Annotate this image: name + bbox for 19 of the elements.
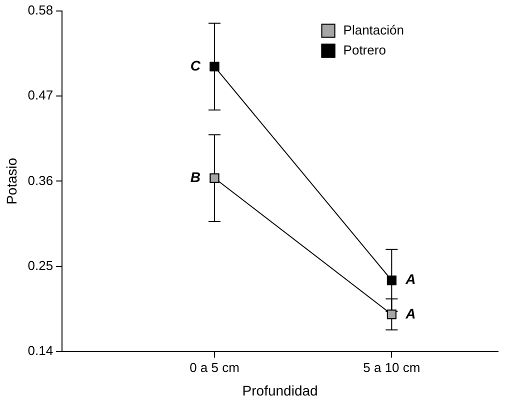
point (386, 276, 396, 286)
annotation: B (190, 168, 200, 185)
y-tick-label: 0.25 (28, 258, 54, 273)
y-tick-label: 0.14 (28, 343, 54, 358)
annotation: A (404, 271, 416, 288)
point (386, 310, 396, 320)
annotation: C (190, 57, 202, 74)
y-tick-label: 0.47 (28, 88, 54, 103)
point (210, 173, 220, 183)
legend-label: Plantación (343, 22, 404, 38)
x-axis-title: Profundidad (242, 382, 318, 398)
x-tick-label: 5 a 10 cm (363, 360, 420, 375)
annotation: A (404, 305, 416, 322)
y-tick-label: 0.58 (28, 2, 54, 18)
x-tick-label: 0 a 5 cm (190, 360, 240, 375)
legend-label: Potrero (343, 42, 386, 58)
y-axis-title: Potasio (3, 158, 20, 205)
y-tick-label: 0.36 (28, 172, 54, 188)
point (210, 62, 220, 72)
